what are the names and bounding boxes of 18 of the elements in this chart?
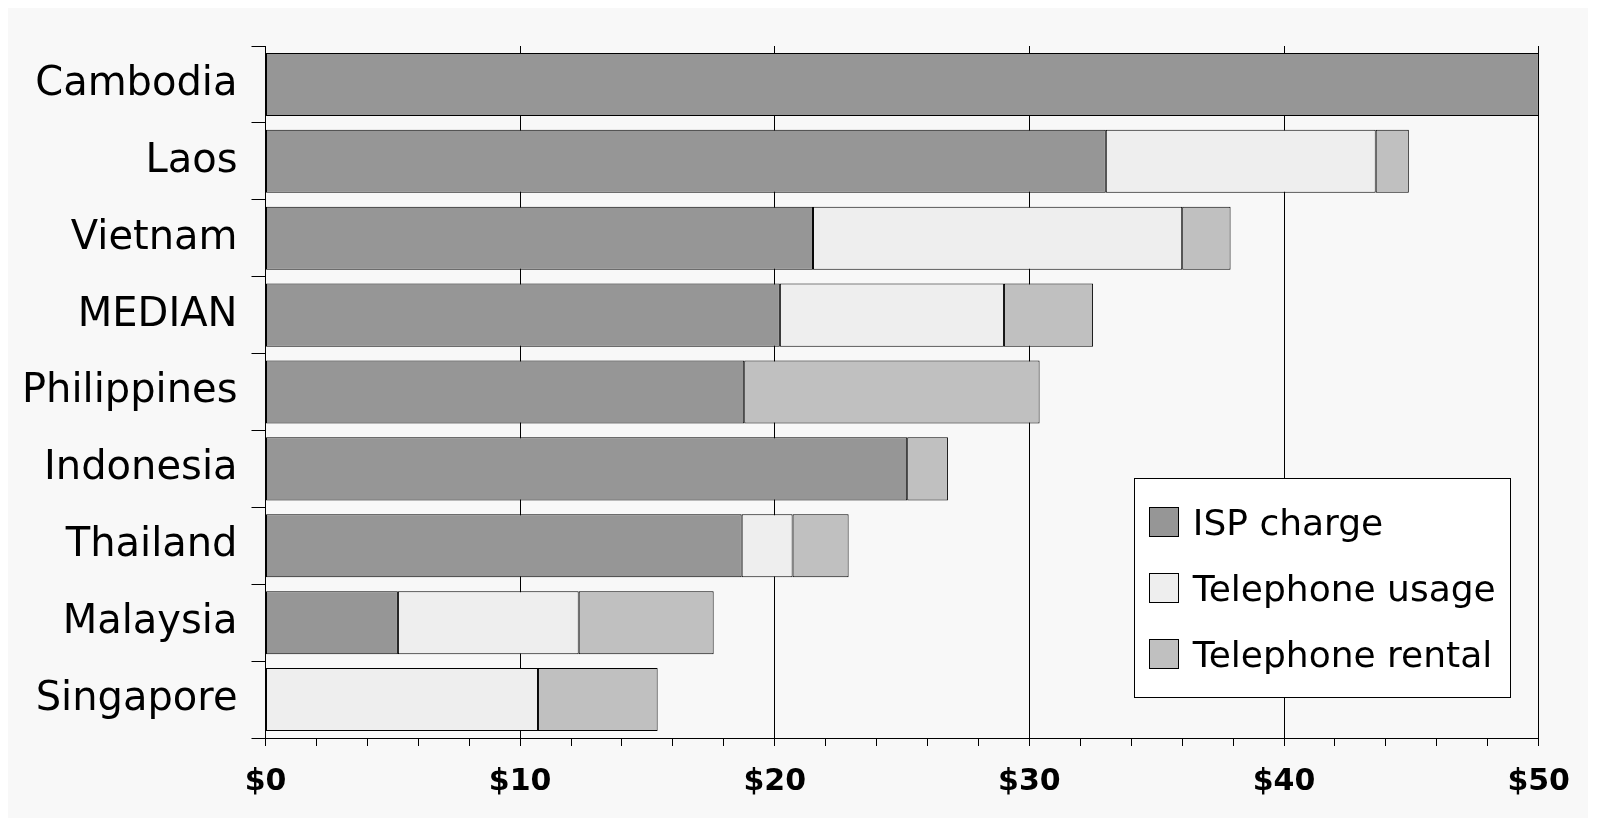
x-tick-label: $10 xyxy=(488,761,552,797)
legend-label: Telephone rental xyxy=(1192,633,1493,675)
x-tick-label: $40 xyxy=(1252,761,1316,797)
legend-label: ISP charge xyxy=(1192,501,1384,543)
x-tick-label: $50 xyxy=(1507,761,1570,797)
text: Telephone usage xyxy=(1192,567,1496,609)
y-tick-label: Laos xyxy=(145,134,238,181)
y-tick-label: Indonesia xyxy=(44,442,238,489)
y-tick-label: Cambodia xyxy=(35,57,238,104)
y-tick-label: Vietnam xyxy=(70,211,238,258)
y-tick-label: Philippines xyxy=(21,365,238,412)
y-tick-label: Malaysia xyxy=(62,596,238,643)
x-tick-label: $30 xyxy=(998,761,1061,797)
x-tick-label: $20 xyxy=(743,761,807,797)
y-tick-label: MEDIAN xyxy=(77,288,238,335)
y-tick-label: Singapore xyxy=(35,672,238,719)
y-tick-label: Thailand xyxy=(64,519,238,566)
x-tick-label: $0 xyxy=(244,761,287,797)
